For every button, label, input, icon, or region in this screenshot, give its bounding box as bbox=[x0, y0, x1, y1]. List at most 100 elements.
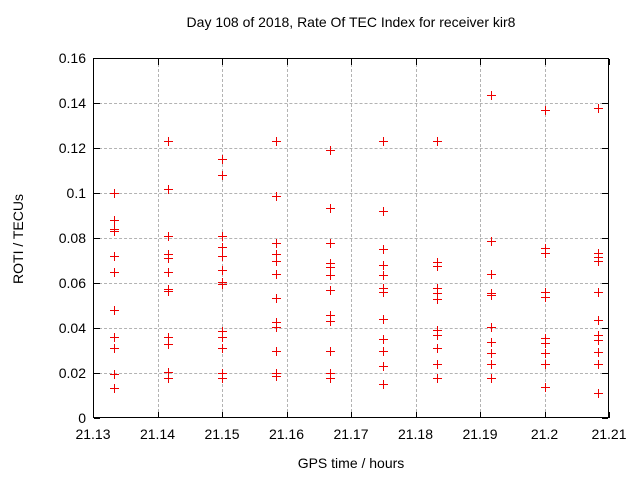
x-tick-mark bbox=[415, 59, 417, 65]
data-point-marker bbox=[594, 389, 604, 399]
data-point-marker bbox=[486, 270, 496, 279]
y-tick-mark bbox=[94, 373, 100, 374]
data-point-marker bbox=[325, 263, 335, 273]
data-point-marker bbox=[432, 289, 442, 299]
x-tick-mark bbox=[157, 59, 159, 65]
data-point-marker bbox=[594, 360, 604, 369]
x-tick-mark bbox=[222, 59, 223, 65]
data-point-marker bbox=[110, 306, 120, 315]
x-tick-mark bbox=[544, 412, 546, 418]
data-point-marker bbox=[110, 344, 120, 354]
x-tick-label: 21.2 bbox=[530, 426, 559, 442]
x-tick-mark bbox=[286, 59, 288, 65]
data-point-marker bbox=[486, 291, 496, 301]
x-tick-mark bbox=[609, 59, 610, 65]
data-point-marker bbox=[164, 333, 174, 342]
data-point-marker bbox=[432, 330, 442, 340]
x-tick-label: 21.14 bbox=[139, 426, 176, 442]
data-point-marker bbox=[110, 267, 120, 277]
y-gridline bbox=[94, 148, 608, 149]
data-point-marker bbox=[218, 155, 227, 165]
data-point-marker bbox=[271, 372, 281, 382]
y-tick-label: 0 bbox=[78, 410, 86, 426]
data-point-marker bbox=[540, 248, 550, 258]
y-tick-label: 0.16 bbox=[58, 50, 86, 66]
data-point-marker bbox=[540, 348, 550, 358]
data-point-marker bbox=[594, 347, 604, 357]
data-point-marker bbox=[325, 203, 335, 213]
x-tick-label: 21.17 bbox=[333, 426, 369, 442]
data-point-marker bbox=[218, 252, 227, 261]
data-point-marker bbox=[379, 271, 389, 281]
y-tick-label: 0.02 bbox=[58, 365, 86, 381]
data-point-marker bbox=[271, 137, 281, 147]
data-point-marker bbox=[164, 231, 174, 241]
data-point-marker bbox=[594, 256, 604, 266]
data-point-marker bbox=[164, 339, 174, 349]
data-point-marker bbox=[379, 261, 389, 270]
data-point-marker bbox=[540, 338, 550, 348]
data-point-marker bbox=[164, 367, 174, 377]
data-point-marker bbox=[218, 171, 227, 180]
data-point-marker bbox=[486, 348, 496, 358]
y-tick-mark bbox=[94, 238, 100, 239]
data-point-marker bbox=[218, 373, 227, 383]
data-point-marker bbox=[379, 207, 389, 216]
data-point-marker bbox=[432, 262, 442, 272]
y-gridline bbox=[94, 238, 608, 239]
data-point-marker bbox=[486, 91, 496, 101]
y-tick-mark bbox=[602, 148, 608, 149]
y-tick-mark bbox=[602, 193, 608, 194]
data-point-marker bbox=[218, 344, 227, 354]
data-point-marker bbox=[271, 322, 281, 332]
data-point-marker bbox=[218, 231, 227, 241]
data-point-marker bbox=[486, 322, 496, 332]
data-point-marker bbox=[271, 256, 281, 266]
data-point-marker bbox=[164, 137, 174, 147]
data-point-marker bbox=[325, 146, 335, 156]
y-tick-mark bbox=[602, 418, 608, 419]
y-tick-label: 0.1 bbox=[66, 185, 86, 201]
data-point-marker bbox=[594, 330, 604, 340]
data-point-marker bbox=[594, 316, 604, 326]
y-axis-label: ROTI / TECUs bbox=[10, 194, 26, 284]
y-tick-mark bbox=[602, 58, 608, 59]
data-point-marker bbox=[540, 292, 550, 302]
y-gridline bbox=[94, 103, 608, 104]
y-gridline bbox=[94, 283, 608, 284]
data-point-marker bbox=[540, 105, 550, 115]
y-gridline bbox=[94, 193, 608, 194]
x-tick-mark bbox=[351, 59, 352, 65]
data-point-marker bbox=[432, 373, 442, 383]
data-point-marker bbox=[325, 346, 335, 356]
x-axis-label: GPS time / hours bbox=[297, 455, 405, 471]
data-point-marker bbox=[432, 344, 442, 354]
data-point-marker bbox=[271, 249, 281, 259]
x-tick-mark bbox=[415, 412, 417, 418]
y-tick-mark bbox=[94, 418, 100, 419]
data-point-marker bbox=[432, 137, 442, 147]
y-tick-mark bbox=[94, 328, 100, 329]
y-tick-label: 0.14 bbox=[58, 95, 86, 111]
x-tick-label: 21.16 bbox=[268, 426, 305, 442]
y-tick-mark bbox=[602, 238, 608, 239]
data-point-marker bbox=[325, 310, 335, 320]
data-point-marker bbox=[432, 294, 442, 304]
y-tick-label: 0.08 bbox=[58, 230, 86, 246]
y-tick-mark bbox=[94, 103, 100, 104]
data-point-marker bbox=[110, 216, 120, 225]
data-point-marker bbox=[110, 227, 120, 237]
data-point-marker bbox=[110, 189, 120, 198]
data-point-marker bbox=[110, 383, 120, 393]
x-tick-mark bbox=[222, 412, 223, 418]
data-point-marker bbox=[271, 270, 281, 279]
data-point-marker bbox=[325, 271, 335, 281]
y-gridline bbox=[94, 328, 608, 329]
x-tick-mark bbox=[544, 59, 546, 65]
data-point-marker bbox=[325, 285, 335, 295]
x-tick-mark bbox=[609, 412, 610, 418]
data-point-marker bbox=[325, 373, 335, 383]
x-tick-label: 21.18 bbox=[397, 426, 434, 442]
data-point-marker bbox=[164, 254, 174, 264]
data-point-marker bbox=[379, 288, 389, 297]
